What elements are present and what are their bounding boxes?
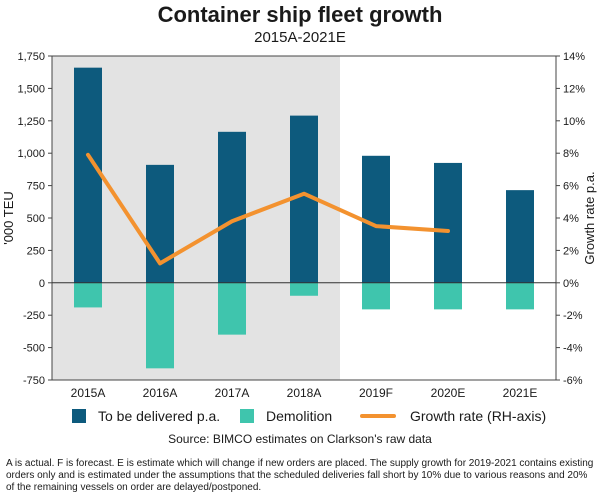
chart-subtitle: 2015A-2021E	[254, 29, 346, 46]
bar-demolition	[506, 282, 534, 310]
footnote: A is actual. F is forecast. E is estimat…	[6, 458, 594, 493]
legend-swatch-delivered	[72, 409, 86, 423]
y-tick-label-right: 12%	[563, 83, 585, 95]
legend-swatch-demolition	[240, 409, 254, 423]
x-tick-label: 2018A	[287, 386, 322, 400]
y-tick-label-left: 1,000	[17, 148, 45, 160]
bar-demolition	[218, 282, 246, 335]
chart-title: Container ship fleet growth	[157, 2, 443, 27]
y-tick-label-right: 2%	[563, 245, 579, 257]
legend-label-delivered: To be delivered p.a.	[98, 408, 221, 424]
x-tick-label: 2021E	[503, 386, 538, 400]
bar-demolition	[362, 282, 390, 310]
bar-delivered	[362, 155, 390, 283]
legend-label-demolition: Demolition	[266, 408, 333, 424]
bar-demolition	[434, 282, 462, 310]
y-axis-title-left: '000 TEU	[1, 191, 16, 245]
bar-delivered	[434, 162, 462, 283]
bar-delivered	[218, 131, 246, 283]
y-tick-label-left: 1,250	[17, 116, 45, 128]
legend: To be delivered p.a. Demolition Growth r…	[0, 408, 600, 428]
legend-label-growth: Growth rate (RH-axis)	[410, 408, 547, 424]
y-tick-label-left: -500	[23, 343, 45, 355]
y-tick-label-right: 4%	[563, 213, 579, 225]
bar-demolition	[74, 282, 102, 308]
source-note: Source: BIMCO estimates on Clarkson's ra…	[168, 432, 432, 446]
x-tick-label: 2015A	[71, 386, 106, 400]
y-tick-label-left: 1,750	[17, 51, 45, 63]
chart-area: -750 -500 -250 0 250 500 750 1,000 1,250 1,500 1,7…	[1, 51, 597, 400]
y-axis-title-right: Growth rate p.a.	[582, 171, 597, 264]
x-tick-label: 2020E	[431, 386, 466, 400]
growth-rate-line	[86, 152, 450, 266]
legend-swatch-growth	[360, 414, 396, 418]
y-tick-label-left: 250	[27, 245, 45, 257]
y-tick-label-right: 8%	[563, 148, 579, 160]
legend-item-delivered: To be delivered p.a.	[72, 408, 220, 424]
x-tick-label: 2016A	[143, 386, 178, 400]
bar-demolition	[290, 282, 318, 296]
bar-demolition	[146, 282, 174, 369]
y-tick-label-left: 500	[27, 213, 45, 225]
y-tick-label-right: 6%	[563, 181, 579, 193]
y-tick-label-right: -6%	[563, 375, 583, 387]
x-tick-label: 2019F	[359, 386, 393, 400]
y-tick-label-right: -2%	[563, 310, 583, 322]
y-tick-label-right: -4%	[563, 343, 583, 355]
y-tick-label-right: 14%	[563, 51, 585, 63]
y-tick-label-left: -250	[23, 310, 45, 322]
bar-delivered	[74, 67, 102, 283]
bar-delivered	[506, 190, 534, 283]
y-tick-label-right: 0%	[563, 278, 579, 290]
x-tick-label: 2017A	[215, 386, 250, 400]
legend-item-growth: Growth rate (RH-axis)	[360, 408, 546, 424]
legend-item-demolition: Demolition	[240, 408, 332, 424]
y-tick-label-left: 0	[39, 278, 45, 290]
y-tick-label-right: 10%	[563, 116, 585, 128]
y-tick-label-left: 750	[27, 181, 45, 193]
y-tick-label-left: -750	[23, 375, 45, 387]
y-tick-label-left: 1,500	[17, 83, 45, 95]
